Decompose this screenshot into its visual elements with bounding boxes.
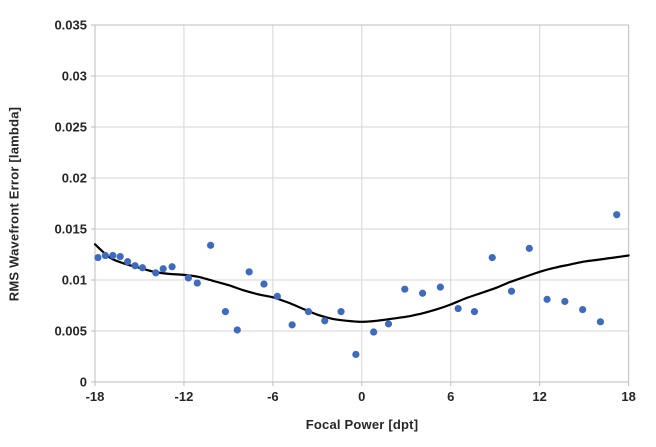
data-point	[260, 280, 268, 288]
data-point	[273, 292, 281, 300]
data-point	[138, 264, 147, 272]
data-point	[94, 253, 102, 262]
data-point	[233, 326, 241, 334]
data-point	[245, 268, 253, 276]
data-point	[159, 265, 167, 273]
data-point	[101, 251, 109, 260]
data-point	[579, 305, 587, 314]
data-point	[116, 252, 124, 261]
data-point	[370, 328, 378, 336]
x-tick-label: 18	[621, 389, 635, 404]
data-point	[321, 317, 329, 325]
x-tick-label: -12	[175, 389, 194, 404]
data-point	[401, 285, 409, 293]
x-tick-label: 0	[358, 389, 365, 404]
data-point	[207, 241, 215, 249]
y-tick-label: 0.01	[62, 273, 87, 288]
data-point	[124, 258, 132, 266]
data-point	[152, 269, 160, 277]
y-axis-title: RMS Wavefront Error [lambda]	[6, 106, 22, 302]
data-point	[507, 287, 516, 295]
x-tick-label: -18	[86, 389, 105, 404]
data-point	[596, 318, 605, 326]
data-point	[221, 308, 230, 316]
y-tick-label: 0.005	[54, 324, 87, 339]
x-axis-title: Focal Power [dpt]	[305, 417, 419, 432]
data-point	[418, 289, 427, 297]
data-point	[613, 211, 621, 219]
data-point	[109, 251, 117, 260]
data-point	[304, 308, 313, 316]
y-tick-label: 0.02	[62, 171, 87, 186]
x-tick-label: 12	[532, 389, 546, 404]
y-tick-label: 0.035	[54, 18, 87, 33]
data-point	[337, 308, 345, 316]
y-tick-label: 0.03	[62, 69, 87, 84]
data-point	[561, 297, 569, 306]
x-tick-label: -6	[267, 389, 279, 404]
data-point	[193, 279, 201, 287]
data-point	[168, 263, 176, 271]
data-point	[454, 304, 462, 313]
data-point	[384, 320, 393, 328]
data-point	[288, 321, 296, 329]
data-point	[488, 253, 496, 262]
y-tick-label: 0.025	[54, 120, 87, 135]
data-point	[184, 274, 192, 282]
data-point	[436, 283, 444, 291]
data-point	[352, 350, 360, 359]
data-point	[525, 244, 533, 252]
y-tick-label: 0.015	[54, 222, 87, 237]
y-tick-label: 0	[80, 375, 87, 390]
data-point	[543, 295, 551, 303]
data-point	[470, 308, 479, 316]
trend-line	[93, 243, 630, 323]
x-tick-label: 6	[447, 389, 454, 404]
data-point	[131, 262, 139, 270]
